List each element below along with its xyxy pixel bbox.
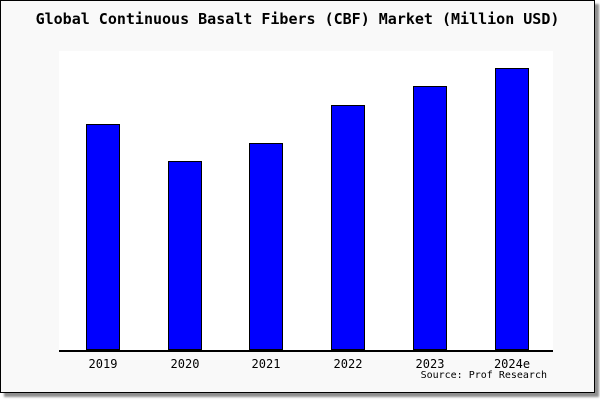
x-tick-label-2019: 2019 xyxy=(88,357,118,371)
bar-2021 xyxy=(249,143,283,350)
bar-2019 xyxy=(86,124,120,350)
source-text: Source: Prof Research xyxy=(420,370,547,381)
x-tick-label-2023: 2023 xyxy=(415,357,445,371)
bar-2023 xyxy=(413,86,447,350)
chart-box: Global Continuous Basalt Fibers (CBF) Ma… xyxy=(0,0,595,393)
x-tick-label-2024e: 2024e xyxy=(493,357,531,371)
plot-area xyxy=(59,51,553,352)
bar-2024e xyxy=(495,68,529,350)
x-tick-label-2021: 2021 xyxy=(251,357,281,371)
x-tick-label-2022: 2022 xyxy=(333,357,363,371)
chart-title: Global Continuous Basalt Fibers (CBF) Ma… xyxy=(35,10,560,28)
bar-2022 xyxy=(331,105,365,350)
x-tick-label-2020: 2020 xyxy=(170,357,200,371)
x-axis-labels: 2019 2020 2021 2022 2023 2024e xyxy=(59,357,553,373)
bar-2020 xyxy=(168,161,202,350)
